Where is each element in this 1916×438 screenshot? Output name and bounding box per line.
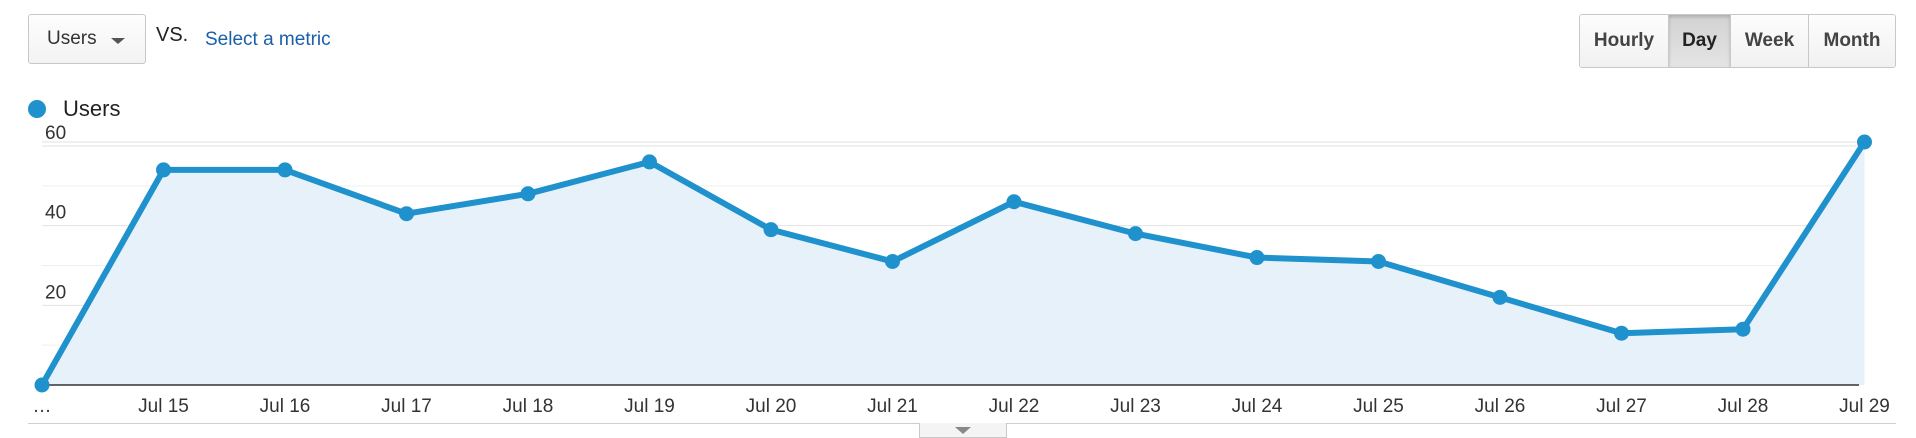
x-tick-label: Jul 21 (867, 396, 918, 417)
select-metric-link[interactable]: Select a metric (205, 29, 331, 50)
week-button[interactable]: Week (1730, 15, 1808, 67)
y-tick-label: 60 (45, 123, 66, 144)
data-point (156, 162, 171, 178)
legend-label: Users (63, 96, 121, 121)
y-tick-label: 20 (45, 282, 66, 303)
x-tick-label: Jul 15 (138, 396, 189, 417)
data-point (1249, 250, 1265, 266)
metric-dropdown[interactable]: Users (28, 14, 146, 64)
month-button[interactable]: Month (1808, 15, 1895, 67)
x-tick-label: Jul 19 (624, 396, 675, 417)
x-tick-label: Jul 28 (1718, 396, 1769, 417)
data-point (1857, 134, 1872, 150)
x-tick-label: Jul 25 (1353, 396, 1404, 417)
x-tick-label: Jul 24 (1232, 396, 1283, 417)
data-point (399, 206, 414, 222)
x-tick-label: … (33, 396, 52, 417)
data-point (1614, 325, 1629, 341)
vs-label: VS. (156, 24, 189, 46)
x-tick-label: Jul 16 (260, 396, 311, 417)
x-tick-label: Jul 18 (503, 396, 554, 417)
x-tick-label: Jul 27 (1596, 396, 1647, 417)
series-area-users (42, 142, 1865, 385)
expand-chart-button[interactable] (919, 423, 1007, 438)
granularity-toggle: Hourly Day Week Month (1579, 14, 1896, 68)
data-point (1128, 226, 1143, 242)
chevron-down-icon (111, 38, 125, 44)
hourly-button[interactable]: Hourly (1580, 15, 1668, 67)
data-point (642, 154, 657, 170)
chart-legend: Users (28, 96, 120, 122)
data-point (763, 222, 779, 238)
x-tick-label: Jul 20 (746, 396, 797, 417)
series-line-users (39, 139, 1868, 388)
data-point (1735, 321, 1751, 337)
x-tick-label: Jul 17 (381, 396, 432, 417)
data-point (277, 162, 293, 178)
x-tick-label: Jul 23 (1110, 396, 1161, 417)
data-point (520, 186, 536, 202)
data-point (1006, 194, 1022, 210)
metric-dropdown-label: Users (47, 28, 97, 49)
data-point (885, 254, 900, 270)
data-point (34, 377, 50, 393)
x-tick-label: Jul 22 (989, 396, 1040, 417)
data-point (1492, 289, 1508, 305)
data-point (1371, 254, 1386, 270)
x-tick-label: Jul 26 (1475, 396, 1526, 417)
legend-swatch (28, 100, 46, 118)
caret-down-icon (955, 426, 971, 434)
x-tick-label: Jul 29 (1839, 396, 1890, 417)
day-button[interactable]: Day (1668, 15, 1730, 67)
y-tick-label: 40 (45, 203, 66, 224)
